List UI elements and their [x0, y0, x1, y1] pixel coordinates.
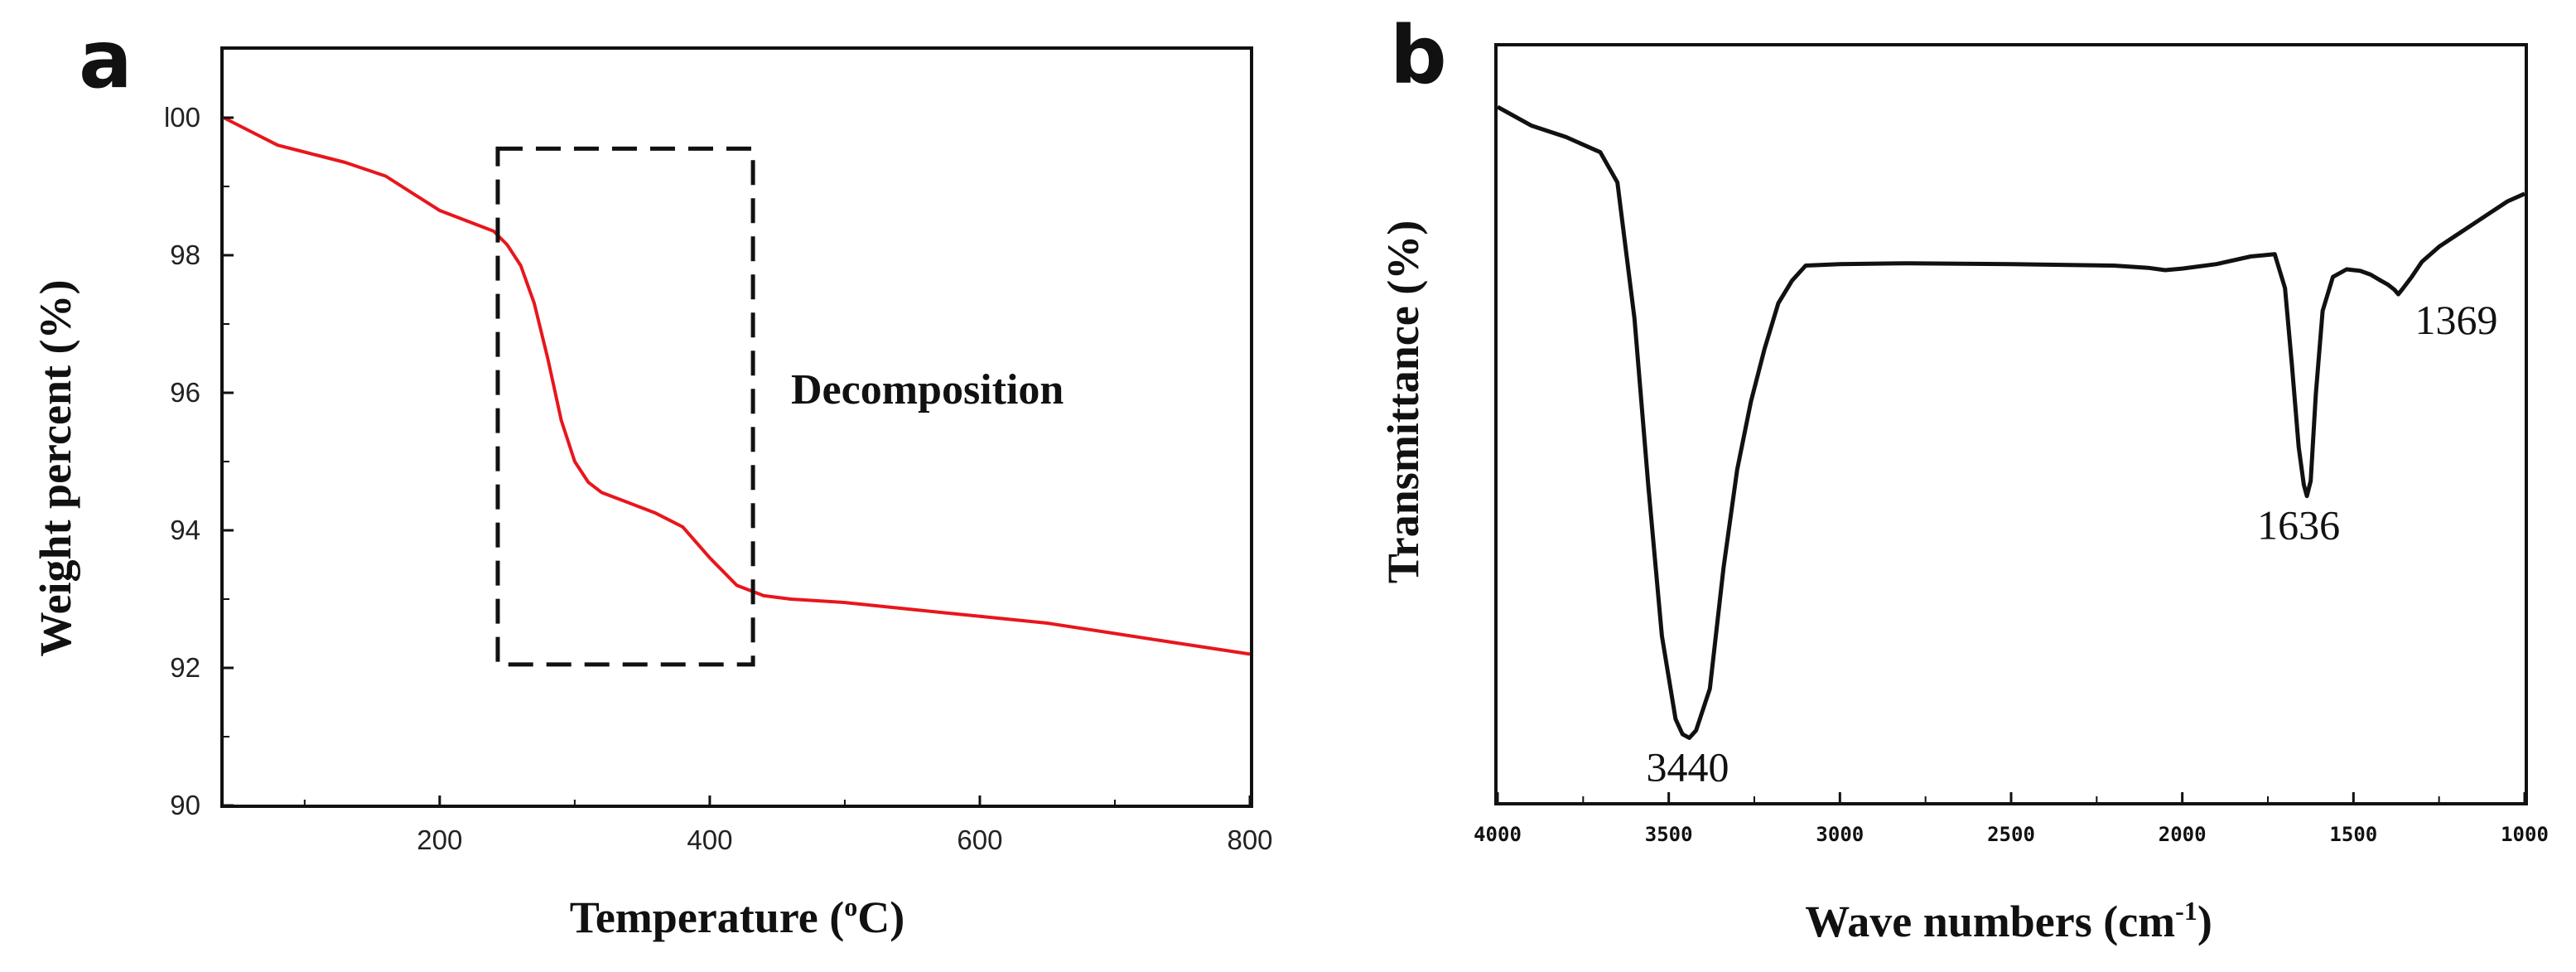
panel-b-xlabel-sup: -1 [2175, 896, 2197, 926]
x-tick-label: 2500 [1987, 823, 2035, 846]
panel-a-xlabel-main: Temperature ( [570, 892, 844, 942]
panel-a-plot-frame [220, 46, 1253, 808]
x-tick-label: 400 [687, 825, 732, 855]
x-tick-label: 600 [957, 825, 1002, 855]
peak-label: 1369 [2414, 297, 2497, 343]
x-tick-label: 1000 [2501, 823, 2549, 846]
panel-a-xlabel-sup: o [844, 892, 857, 921]
y-tick-label: 92 [170, 652, 200, 683]
ftir-spectrum-curve [1496, 104, 2526, 740]
panel-b: b 3440 1636 1369 4000 3500 3000 2500 2000 1500 1… [1378, 9, 2549, 946]
peak-label: 1636 [2257, 502, 2340, 549]
y-tick-label: l00 [164, 102, 200, 133]
x-tick-label: 3500 [1645, 823, 1693, 846]
x-tick-label: 800 [1227, 825, 1272, 855]
panel-a-x-axis: 200 400 600 800 [303, 795, 1273, 855]
panel-b-letter: b [1390, 9, 1447, 102]
panel-b-x-axis: 4000 3500 3000 2500 2000 1500 1000 [1474, 792, 2549, 846]
decomposition-dashed-box [495, 146, 755, 667]
peak-label: 3440 [1646, 743, 1729, 790]
panel-b-peak-labels: 3440 1636 1369 [1646, 297, 2497, 790]
panel-a-x-axis-label: Temperature (oC) [570, 892, 904, 942]
decomposition-annotation: Decomposition [791, 366, 1064, 413]
x-tick-label: 3000 [1816, 823, 1864, 846]
x-tick-label: 1500 [2329, 823, 2377, 846]
weight-curve [223, 116, 1251, 656]
y-tick-label: 90 [170, 790, 200, 820]
panel-a-xlabel-end: C) [857, 892, 904, 942]
panel-a-letter: a [79, 13, 133, 106]
x-tick-label: 2000 [2159, 823, 2207, 846]
panel-a: a Decomposition 200 400 600 800 90 92 94 96 98 l… [31, 13, 1273, 942]
panel-b-series-layer [1496, 104, 2526, 740]
panel-a-series-layer [223, 116, 1251, 656]
x-tick-label: 200 [417, 825, 462, 855]
panel-b-xlabel-end: ) [2197, 897, 2212, 946]
y-tick-label: 96 [170, 377, 200, 408]
panel-b-plot-frame [1494, 43, 2528, 805]
panel-b-xlabel-main: Wave numbers (cm [1805, 897, 2175, 946]
panel-b-y-axis-label: Transmittance (%) [1378, 220, 1428, 583]
x-tick-label: 4000 [1474, 823, 1522, 846]
y-tick-label: 98 [170, 239, 200, 270]
y-tick-label: 94 [170, 515, 200, 545]
panel-b-x-axis-label: Wave numbers (cm-1) [1805, 896, 2212, 946]
decomposition-box [495, 146, 755, 667]
panel-a-y-axis-label: Weight percent (%) [31, 280, 80, 657]
panel-a-y-axis: 90 92 94 96 98 l00 [164, 48, 234, 820]
